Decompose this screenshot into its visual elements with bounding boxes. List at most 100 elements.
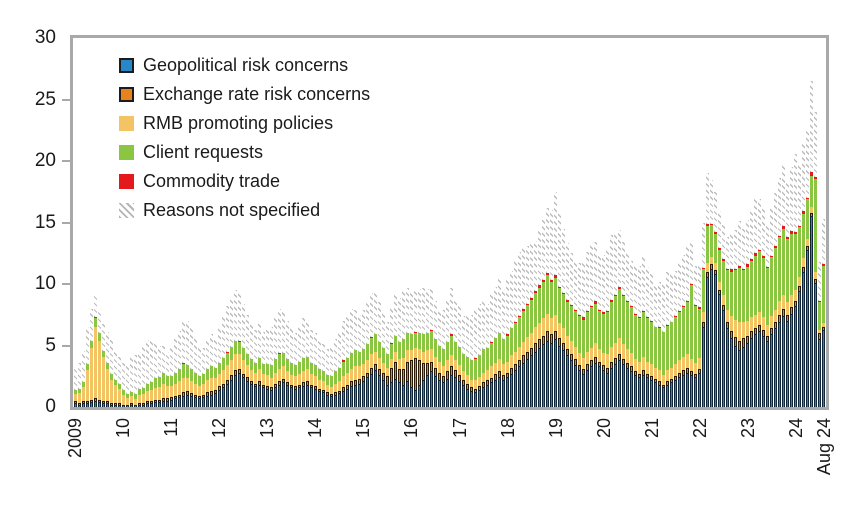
bar-segment-rmb-promoting-policies [274,372,277,384]
bar-segment-exchange-rate-risk-concerns [102,401,105,404]
bar-segment-client-requests [586,312,589,352]
bar-segment-client-requests [346,357,349,373]
bar [522,247,525,407]
x-tick-label: 17 [449,418,470,439]
bar-segment-client-requests [662,332,665,376]
bar-segment-rmb-promoting-policies [554,314,557,331]
bar-segment-exchange-rate-risk-concerns [438,372,441,380]
bar-segment-rmb-promoting-policies [318,379,321,389]
bar-segment-geopolitical-risk-concerns [338,393,341,407]
bar-segment-commodity-trade [782,226,785,229]
bar-segment-reasons-not-specified [458,306,461,347]
bar-segment-client-requests [206,368,209,380]
bar-segment-reasons-not-specified [190,328,193,369]
x-tick-label: 21 [641,418,662,439]
bar-segment-client-requests [710,225,713,257]
bar [470,314,473,407]
bar-segment-commodity-trade [622,295,625,297]
bar-segment-reasons-not-specified [586,252,589,312]
bar-segment-geopolitical-risk-concerns [434,376,437,407]
bar-segment-client-requests [94,318,97,328]
bar-segment-reasons-not-specified [474,308,477,358]
bar-segment-reasons-not-specified [558,212,561,287]
bar-segment-client-requests [286,359,289,372]
bar-segment-client-requests [82,381,85,387]
bar-segment-geopolitical-risk-concerns [362,381,365,407]
bar-segment-commodity-trade [718,248,721,250]
bar-segment-rmb-promoting-policies [606,354,609,368]
bar-segment-reasons-not-specified [686,245,689,302]
bar [702,222,705,407]
bar-segment-reasons-not-specified [438,309,441,346]
bar-segment-geopolitical-risk-concerns [762,335,765,407]
bar-segment-exchange-rate-risk-concerns [402,368,405,385]
bar-segment-rmb-promoting-policies [178,381,181,395]
bar-segment-rmb-promoting-policies [518,346,521,361]
bar-segment-rmb-promoting-policies [622,344,625,360]
bar-segment-client-requests [442,349,445,367]
bar-segment-rmb-promoting-policies [134,398,137,405]
bar-segment-exchange-rate-risk-concerns [786,314,789,321]
bar-segment-reasons-not-specified [118,357,121,385]
bar [106,332,109,407]
bar-segment-commodity-trade [182,362,185,364]
bar-segment-geopolitical-risk-concerns [410,387,413,407]
bar-segment-client-requests [362,349,365,364]
bar-segment-reasons-not-specified [370,292,373,337]
bar-segment-client-requests [310,362,313,374]
bar-segment-reasons-not-specified [222,317,225,358]
bar-segment-geopolitical-risk-concerns [570,360,573,407]
bar-segment-client-requests [254,362,257,373]
bar-segment-client-requests [162,372,165,384]
bar-segment-client-requests [314,365,317,377]
bar-segment-geopolitical-risk-concerns [446,378,449,407]
bar-segment-geopolitical-risk-concerns [694,377,697,407]
bar-segment-rmb-promoting-policies [734,319,737,337]
bar-segment-reasons-not-specified [758,199,761,250]
bar [354,309,357,407]
bar-segment-client-requests [578,316,581,353]
bar-segment-geopolitical-risk-concerns [822,329,825,407]
bar-segment-exchange-rate-risk-concerns [510,367,513,374]
bar-segment-exchange-rate-risk-concerns [142,402,145,405]
bar-segment-geopolitical-risk-concerns [286,384,289,407]
x-tick-label: 14 [305,418,326,439]
bar-segment-exchange-rate-risk-concerns [286,382,289,385]
bar-segment-geopolitical-risk-concerns [78,404,81,407]
bar-segment-reasons-not-specified [210,334,213,367]
bar-segment-reasons-not-specified [810,81,813,173]
bar-segment-client-requests [494,338,497,363]
bar-segment-exchange-rate-risk-concerns [566,349,569,356]
bar-segment-exchange-rate-risk-concerns [258,381,261,385]
bar-segment-client-requests [518,317,521,347]
bar-segment-exchange-rate-risk-concerns [354,379,357,385]
bar [758,199,761,407]
bar-segment-client-requests [806,199,809,239]
bar-segment-rmb-promoting-policies [142,393,145,403]
bar-segment-geopolitical-risk-concerns [662,387,665,407]
bar-segment-commodity-trade [810,172,813,176]
bar-segment-reasons-not-specified [518,252,521,317]
bar-segment-geopolitical-risk-concerns [106,403,109,407]
bar-segment-geopolitical-risk-concerns [678,377,681,407]
bar-segment-exchange-rate-risk-concerns [310,384,313,388]
bar-segment-client-requests [470,360,473,380]
bar [254,329,257,407]
bar-segment-geopolitical-risk-concerns [130,404,133,407]
bar-segment-reasons-not-specified [714,191,717,233]
bar-segment-geopolitical-risk-concerns [494,379,497,407]
bar-segment-geopolitical-risk-concerns [346,388,349,407]
bar [386,322,389,407]
geopolitical-series-swatch-icon [119,58,134,73]
bar-segment-rmb-promoting-policies [222,370,225,384]
bar [90,308,93,407]
bar-segment-geopolitical-risk-concerns [470,391,473,407]
bar-segment-commodity-trade [522,308,525,312]
bar [674,270,677,407]
bar-segment-reasons-not-specified [534,240,537,292]
bar-segment-client-requests [570,306,573,341]
bar-segment-geopolitical-risk-concerns [450,375,453,407]
bar [114,350,117,407]
bar [134,354,137,407]
bar-segment-client-requests [406,333,409,351]
